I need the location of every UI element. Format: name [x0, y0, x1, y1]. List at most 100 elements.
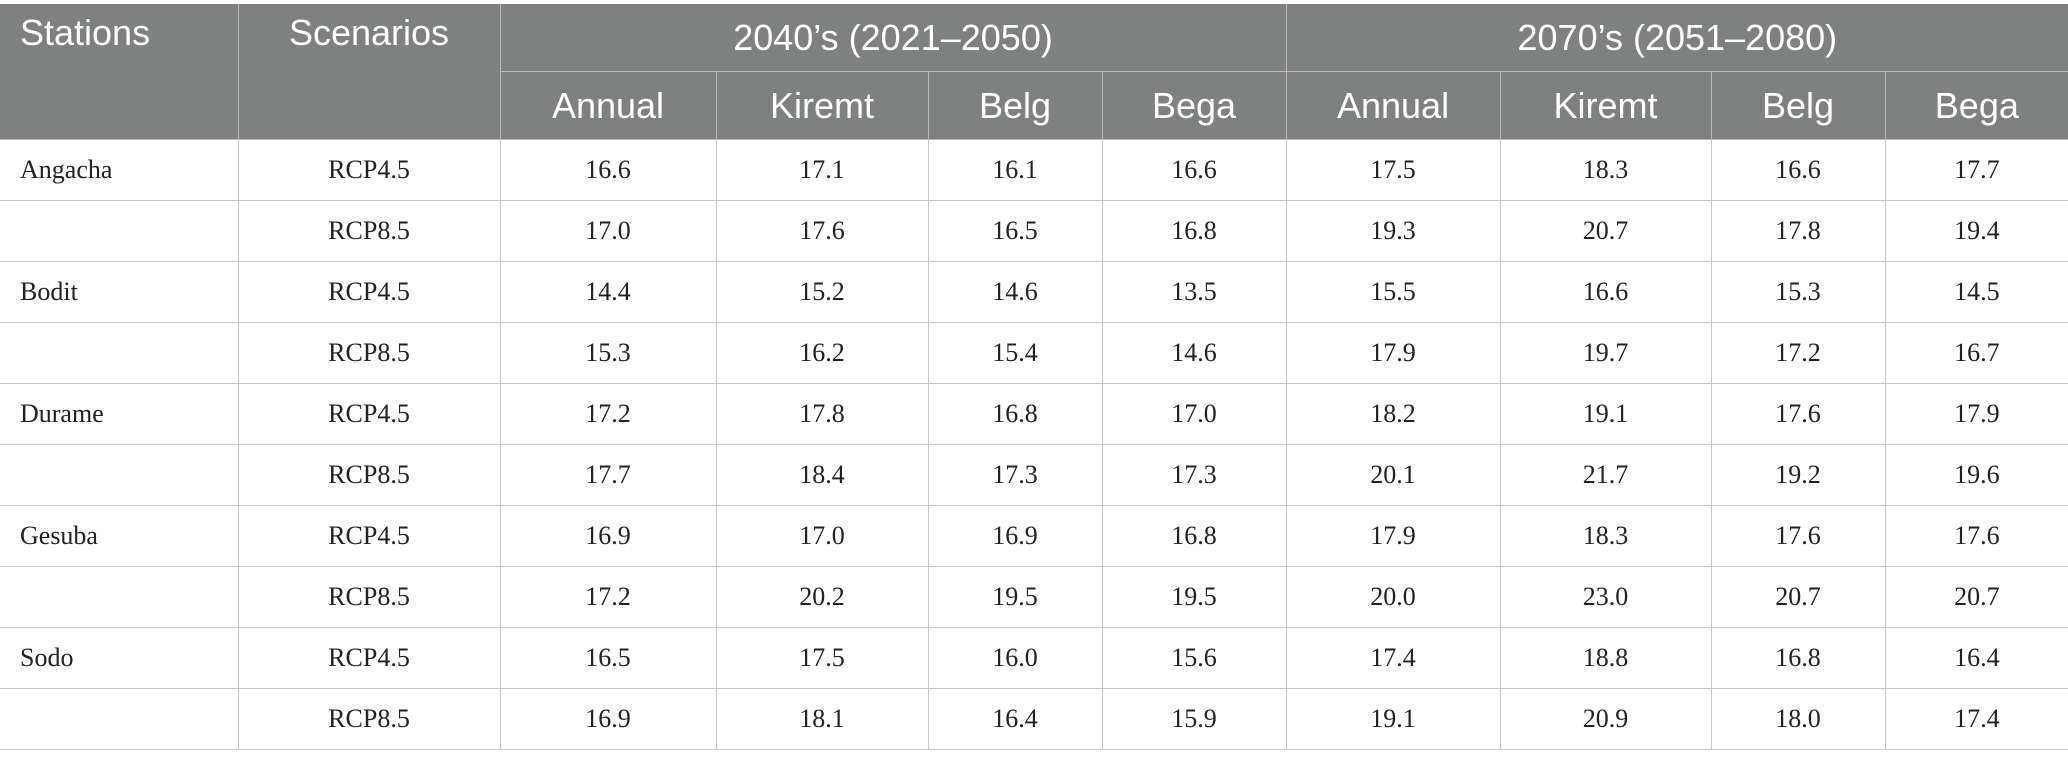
value-cell: 17.0 — [500, 200, 717, 262]
value-cell: 15.5 — [1286, 261, 1501, 323]
value-cell: 19.4 — [1885, 200, 2068, 262]
table-row: Bodit RCP4.5 14.4 15.2 14.6 13.5 15.5 16.6 15.3 1… — [0, 261, 2068, 323]
table-row: RCP8.5 16.9 18.1 16.4 15.9 19.1 20.9 18.0 17.4 — [0, 688, 2068, 750]
temperature-projection-table: Stations Scenarios 2040’s (2021–2050) 20… — [0, 4, 2068, 750]
station-cell: Sodo — [0, 627, 239, 689]
data-table-container: Stations Scenarios 2040’s (2021–2050) 20… — [0, 4, 2068, 750]
table-row: Sodo RCP4.5 16.5 17.5 16.0 15.6 17.4 18.8 16.8 16… — [0, 627, 2068, 689]
value-cell: 16.6 — [1102, 139, 1287, 201]
value-cell: 16.6 — [500, 139, 717, 201]
header-scenarios: Scenarios — [238, 4, 501, 140]
value-cell: 13.5 — [1102, 261, 1287, 323]
value-cell: 17.0 — [716, 505, 929, 567]
value-cell: 16.8 — [1711, 627, 1886, 689]
value-cell: 19.1 — [1500, 383, 1712, 445]
value-cell: 20.0 — [1286, 566, 1501, 628]
value-cell: 14.4 — [500, 261, 717, 323]
scenario-cell: RCP8.5 — [238, 200, 501, 262]
value-cell: 17.5 — [1286, 139, 1501, 201]
value-cell: 16.5 — [928, 200, 1103, 262]
value-cell: 21.7 — [1500, 444, 1712, 506]
scenario-cell: RCP4.5 — [238, 627, 501, 689]
value-cell: 17.5 — [716, 627, 929, 689]
scenario-cell: RCP8.5 — [238, 322, 501, 384]
value-cell: 14.6 — [1102, 322, 1287, 384]
scenario-cell: RCP8.5 — [238, 444, 501, 506]
value-cell: 16.5 — [500, 627, 717, 689]
value-cell: 14.6 — [928, 261, 1103, 323]
station-cell: Angacha — [0, 139, 239, 201]
table-row: Gesuba RCP4.5 16.9 17.0 16.9 16.8 17.9 18.3 17.6… — [0, 505, 2068, 567]
value-cell: 15.2 — [716, 261, 929, 323]
scenario-cell: RCP4.5 — [238, 139, 501, 201]
value-cell: 17.6 — [1885, 505, 2068, 567]
value-cell: 16.2 — [716, 322, 929, 384]
value-cell: 17.0 — [1102, 383, 1287, 445]
scenario-cell: RCP4.5 — [238, 261, 501, 323]
scenario-cell: RCP8.5 — [238, 688, 501, 750]
value-cell: 19.5 — [1102, 566, 1287, 628]
value-cell: 17.6 — [1711, 505, 1886, 567]
value-cell: 17.1 — [716, 139, 929, 201]
value-cell: 20.9 — [1500, 688, 1712, 750]
table-body: Angacha RCP4.5 16.6 17.1 16.1 16.6 17.5 18.3 16.… — [0, 139, 2068, 750]
table-row: RCP8.5 17.7 18.4 17.3 17.3 20.1 21.7 19.2 19.6 — [0, 444, 2068, 506]
table-row: RCP8.5 15.3 16.2 15.4 14.6 17.9 19.7 17.2 16.7 — [0, 322, 2068, 384]
scenario-cell: RCP4.5 — [238, 505, 501, 567]
station-cell — [0, 322, 239, 384]
value-cell: 19.7 — [1500, 322, 1712, 384]
station-cell — [0, 688, 239, 750]
value-cell: 17.8 — [716, 383, 929, 445]
value-cell: 17.8 — [1711, 200, 1886, 262]
value-cell: 18.8 — [1500, 627, 1712, 689]
table-row: RCP8.5 17.0 17.6 16.5 16.8 19.3 20.7 17.8 19.4 — [0, 200, 2068, 262]
value-cell: 17.3 — [1102, 444, 1287, 506]
station-cell: Durame — [0, 383, 239, 445]
table-row: Angacha RCP4.5 16.6 17.1 16.1 16.6 17.5 18.3 16.… — [0, 139, 2068, 201]
value-cell: 16.8 — [1102, 505, 1287, 567]
header-season: Kiremt — [1500, 71, 1712, 140]
value-cell: 19.3 — [1286, 200, 1501, 262]
value-cell: 20.7 — [1711, 566, 1886, 628]
value-cell: 16.9 — [500, 505, 717, 567]
station-cell — [0, 200, 239, 262]
value-cell: 16.9 — [500, 688, 717, 750]
value-cell: 19.2 — [1711, 444, 1886, 506]
value-cell: 15.3 — [500, 322, 717, 384]
value-cell: 20.7 — [1885, 566, 2068, 628]
station-cell — [0, 566, 239, 628]
value-cell: 16.4 — [928, 688, 1103, 750]
value-cell: 16.8 — [1102, 200, 1287, 262]
station-cell: Gesuba — [0, 505, 239, 567]
value-cell: 16.7 — [1885, 322, 2068, 384]
value-cell: 17.4 — [1885, 688, 2068, 750]
value-cell: 17.7 — [500, 444, 717, 506]
value-cell: 17.9 — [1885, 383, 2068, 445]
scenario-cell: RCP8.5 — [238, 566, 501, 628]
header-season: Annual — [1286, 71, 1501, 140]
header-period-2070s: 2070’s (2051–2080) — [1286, 4, 2068, 72]
value-cell: 23.0 — [1500, 566, 1712, 628]
table-row: Durame RCP4.5 17.2 17.8 16.8 17.0 18.2 19.1 17.6… — [0, 383, 2068, 445]
value-cell: 19.5 — [928, 566, 1103, 628]
value-cell: 17.3 — [928, 444, 1103, 506]
value-cell: 18.4 — [716, 444, 929, 506]
value-cell: 16.9 — [928, 505, 1103, 567]
value-cell: 20.7 — [1500, 200, 1712, 262]
value-cell: 20.1 — [1286, 444, 1501, 506]
header-season: Annual — [500, 71, 717, 140]
value-cell: 17.7 — [1885, 139, 2068, 201]
value-cell: 19.6 — [1885, 444, 2068, 506]
value-cell: 16.6 — [1500, 261, 1712, 323]
station-cell — [0, 444, 239, 506]
value-cell: 15.6 — [1102, 627, 1287, 689]
station-cell: Bodit — [0, 261, 239, 323]
header-season: Bega — [1102, 71, 1287, 140]
header-period-2040s: 2040’s (2021–2050) — [500, 4, 1287, 72]
value-cell: 16.1 — [928, 139, 1103, 201]
table-row: RCP8.5 17.2 20.2 19.5 19.5 20.0 23.0 20.7 20.7 — [0, 566, 2068, 628]
value-cell: 15.4 — [928, 322, 1103, 384]
header-stations: Stations — [0, 4, 239, 140]
header-season: Kiremt — [716, 71, 929, 140]
value-cell: 17.9 — [1286, 322, 1501, 384]
